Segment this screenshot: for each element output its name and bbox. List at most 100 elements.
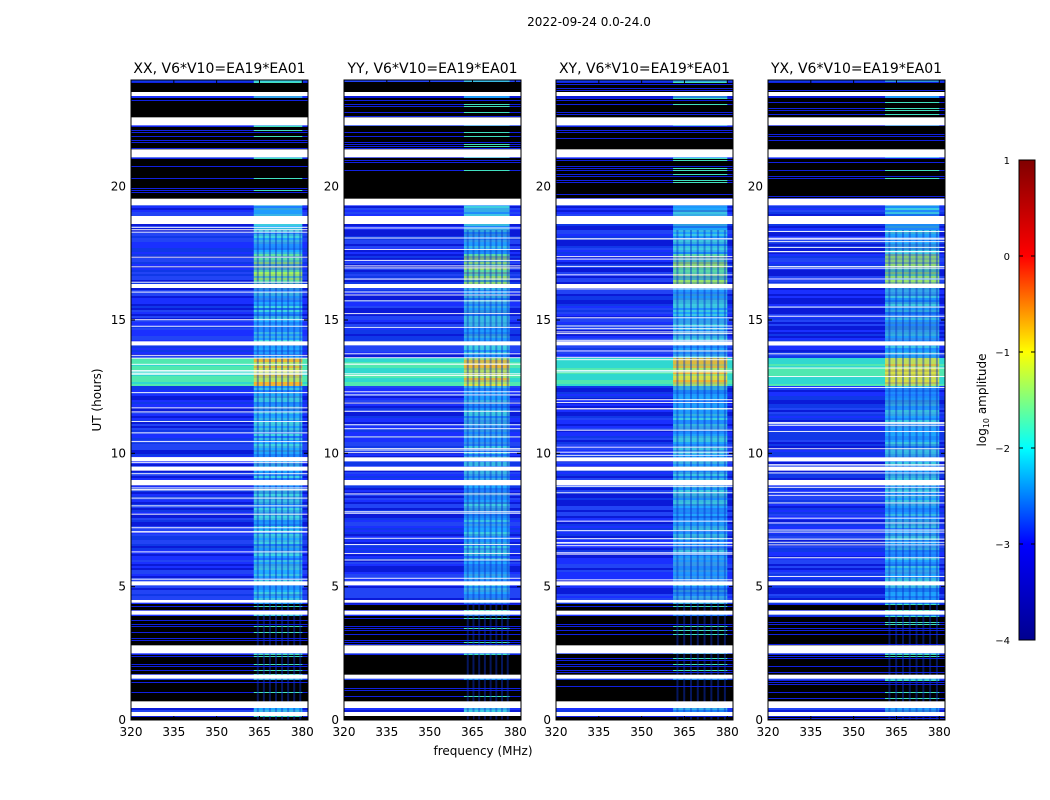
sparse-line [344,104,521,105]
noise-row [131,542,308,544]
noise-row [768,248,945,250]
noise-row [344,506,521,508]
noise-row [131,312,308,314]
noise-row [344,710,521,712]
sparse-row [556,616,733,618]
rfi-row [253,532,303,534]
flagged-row [344,701,521,708]
flagged-line [768,459,945,461]
sparse-row [556,694,733,696]
sparse-row [131,616,308,618]
sparse-line [556,82,733,83]
noise-row [556,304,733,306]
rfi-row [463,464,510,466]
x-tick-label: 350 [418,725,441,739]
rfi-row [673,276,728,278]
sparse-row [344,86,521,88]
sparse-row [131,102,308,104]
sparse-line [768,170,945,171]
noise-row [768,206,945,208]
sparse-rfi-line [673,626,728,627]
noise-row [556,594,733,596]
flagged-row [131,480,308,486]
noise-row [768,416,945,418]
sparse-row [768,608,945,610]
sparse-row [768,98,945,100]
sparse-line [131,190,308,191]
sparse-row [131,144,308,146]
noise-row [768,450,945,452]
sparse-rfi-line [673,170,728,171]
rfi-row [463,232,510,234]
rfi-row [673,710,728,712]
noise-row [556,332,733,334]
rfi-row [885,240,940,242]
rfi-row [253,288,303,290]
rfi-row [253,240,303,242]
noise-row [131,558,308,560]
noise-row [556,318,733,320]
rfi-stripe [922,230,925,720]
noise-row [344,232,521,234]
rfi-row [673,318,728,320]
noise-row [131,298,308,300]
x-tick-label: 380 [291,725,314,739]
rfi-row [463,374,510,376]
sparse-line [768,196,945,197]
sparse-line [344,628,521,629]
noise-row [131,224,308,226]
rfi-row [885,548,940,550]
rfi-row [463,514,510,516]
sparse-row [556,86,733,88]
noise-row [131,294,308,296]
sparse-line [556,626,733,627]
sparse-line [344,144,521,145]
sparse-line [768,158,945,159]
flagged-line [131,371,308,373]
bright-band-row [344,362,521,364]
sparse-row [768,192,945,194]
rfi-row [885,434,940,436]
bright-band-row [344,384,521,386]
noise-row [344,456,521,458]
noise-row [131,322,308,324]
sparse-row [768,688,945,690]
sparse-line [556,104,733,105]
noise-row [131,418,308,420]
rfi-row [253,424,303,426]
rfi-row [253,526,303,528]
rfi-row [673,266,728,268]
rfi-stripe [908,230,911,720]
rfi-row [253,230,303,232]
rfi-row [885,598,940,600]
rfi-row [463,212,510,214]
noise-row [556,554,733,556]
bright-band-row [344,376,521,378]
noise-row [556,298,733,300]
flagged-line [344,481,521,483]
flagged-line [131,497,308,499]
rfi-row [253,210,303,212]
rfi-row [253,378,303,380]
rfi-row [253,574,303,576]
noise-row [556,566,733,568]
noise-row [131,326,308,328]
rfi-row [673,394,728,396]
flagged-line [131,441,308,443]
noise-row [131,442,308,444]
rfi-stripe [495,230,498,720]
rfi-row [673,234,728,236]
sparse-line [131,148,308,149]
rfi-row [463,290,510,292]
sparse-line [556,194,733,195]
noise-row [344,208,521,210]
flagged-row [131,600,308,603]
noise-row [131,438,308,440]
sparse-row [768,182,945,184]
bright-band-row [556,358,733,360]
noise-row [344,254,521,256]
noise-row [768,274,945,276]
noise-row [131,522,308,524]
sparse-line [768,140,945,141]
y-tick-label: 10 [536,446,551,460]
